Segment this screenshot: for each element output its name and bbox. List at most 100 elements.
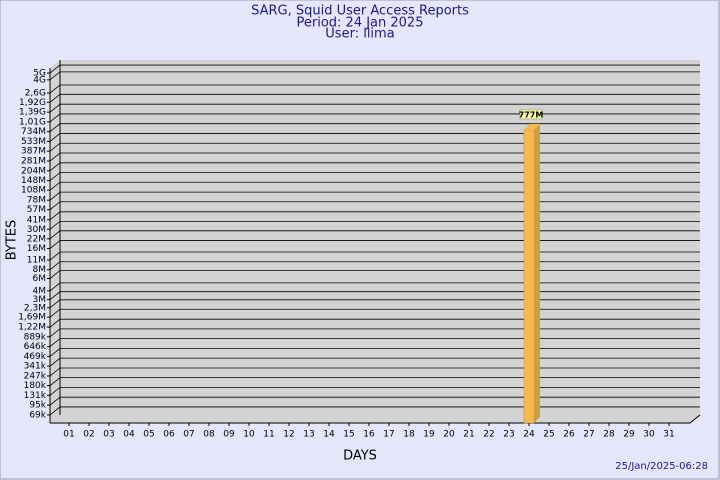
x-tick-label: 09: [223, 430, 235, 440]
x-tick-label: 15: [343, 430, 354, 440]
y-tick-label: 1,22M: [18, 323, 46, 333]
y-tick-label: 387M: [21, 147, 46, 157]
grid-line: [49, 377, 700, 386]
grid-line: [49, 162, 700, 172]
grid-line: [49, 71, 700, 81]
x-tick-label: 31: [663, 430, 674, 440]
x-tick-label: 13: [303, 430, 314, 440]
grid-line: [49, 93, 700, 103]
y-tick-label: 4M: [33, 286, 47, 296]
y-tick-label: 341k: [24, 362, 47, 372]
x-tick-label: 21: [463, 430, 474, 440]
y-tick-label: 734M: [21, 127, 46, 137]
grid-line: [49, 172, 700, 181]
x-tick-label: 27: [583, 430, 594, 440]
y-tick-label: 78M: [27, 196, 46, 206]
x-tick-label: 14: [323, 430, 335, 440]
x-tick-label: 05: [143, 430, 154, 440]
x-tick-label: 17: [383, 430, 394, 440]
y-tick-label: 5G: [33, 69, 46, 79]
x-tick-label: 18: [403, 430, 415, 440]
grid-line: [49, 318, 700, 328]
grid-line: [49, 133, 700, 142]
grid-line: [49, 357, 700, 367]
y-tick-label: 6M: [33, 274, 47, 284]
grid-line: [49, 270, 700, 279]
bar-top: [524, 123, 540, 130]
x-tick-label: 08: [203, 430, 215, 440]
chart-title: SARG, Squid User Access Reports: [251, 4, 469, 19]
grid-line: [49, 338, 700, 347]
x-tick-label: 29: [623, 430, 635, 440]
y-tick-label: 131k: [24, 391, 47, 401]
grid-line: [49, 299, 700, 309]
timestamp: 25/Jan/2025-06:28: [615, 461, 708, 472]
y-tick-label: 281M: [21, 157, 46, 167]
grid-line: [49, 396, 700, 406]
y-tick-label: 646k: [24, 342, 47, 352]
x-tick-label: 02: [83, 430, 94, 440]
y-tick-label: 16M: [27, 244, 46, 254]
plot-area: [50, 60, 700, 423]
chart-user: User: llima: [325, 27, 394, 42]
y-axis-label: BYTES: [5, 220, 20, 261]
y-tick-label: 148M: [21, 176, 46, 186]
y-tick-label: 30M: [27, 225, 46, 235]
grid-line: [49, 347, 700, 357]
y-tick-label: 69k: [29, 410, 46, 420]
grid-line: [49, 291, 700, 301]
x-tick-label: 11: [263, 430, 274, 440]
y-tick-label: 533M: [21, 137, 46, 147]
y-tick-label: 469k: [24, 352, 47, 362]
grid-line: [49, 328, 700, 338]
grid-line: [49, 142, 700, 152]
x-tick-label: 16: [363, 430, 375, 440]
x-tick-label: 12: [283, 430, 294, 440]
grid-line: [49, 84, 700, 94]
y-tick-label: 8M: [33, 265, 47, 275]
x-tick-label: 26: [563, 430, 575, 440]
y-tick-label: 180k: [24, 381, 47, 391]
x-tick-label: 06: [163, 430, 175, 440]
y-tick-label: 3M: [33, 295, 47, 305]
x-tick-label: 25: [543, 430, 554, 440]
grid-line: [49, 240, 700, 249]
y-tick-label: 2,3M: [24, 303, 46, 313]
grid-line: [49, 181, 700, 191]
y-tick-label: 2,6G: [25, 89, 46, 99]
y-tick-label: 1,01G: [19, 117, 46, 127]
y-tick-label: 247k: [24, 371, 47, 381]
grid-line: [49, 220, 700, 230]
y-tick-label: 41M: [27, 215, 46, 225]
x-tick-label: 28: [603, 430, 615, 440]
grid-line: [49, 123, 700, 132]
x-tick-label: 24: [523, 430, 535, 440]
grid-line: [49, 201, 700, 211]
x-tick-label: 22: [483, 430, 494, 440]
bar: [523, 129, 535, 424]
y-tick-label: 889k: [24, 332, 47, 342]
grid-line: [49, 64, 700, 74]
grid-line: [49, 308, 700, 318]
value-label-box: [519, 109, 543, 120]
x-tick-label: 19: [423, 430, 435, 440]
x-axis-label: DAYS: [343, 449, 377, 464]
y-tick-label: 4G: [33, 75, 46, 85]
grid-line: [49, 113, 700, 123]
grid-line: [49, 406, 700, 416]
x-tick-label: 10: [243, 430, 255, 440]
y-tick-label: 95k: [29, 401, 46, 411]
x-tick-label: 01: [63, 430, 74, 440]
x-tick-label: 04: [123, 430, 135, 440]
x-axis: [50, 414, 701, 424]
grid-line: [49, 367, 700, 377]
chart-subtitle: Period: 24 Jan 2025: [297, 16, 424, 31]
grid-line: [49, 251, 700, 261]
grid-line: [49, 103, 700, 113]
y-tick-label: 1,39G: [19, 108, 46, 118]
grid-line: [49, 191, 700, 201]
y-tick-label: 11M: [27, 256, 46, 266]
grid-line: [49, 282, 700, 292]
x-tick-label: 03: [103, 430, 114, 440]
